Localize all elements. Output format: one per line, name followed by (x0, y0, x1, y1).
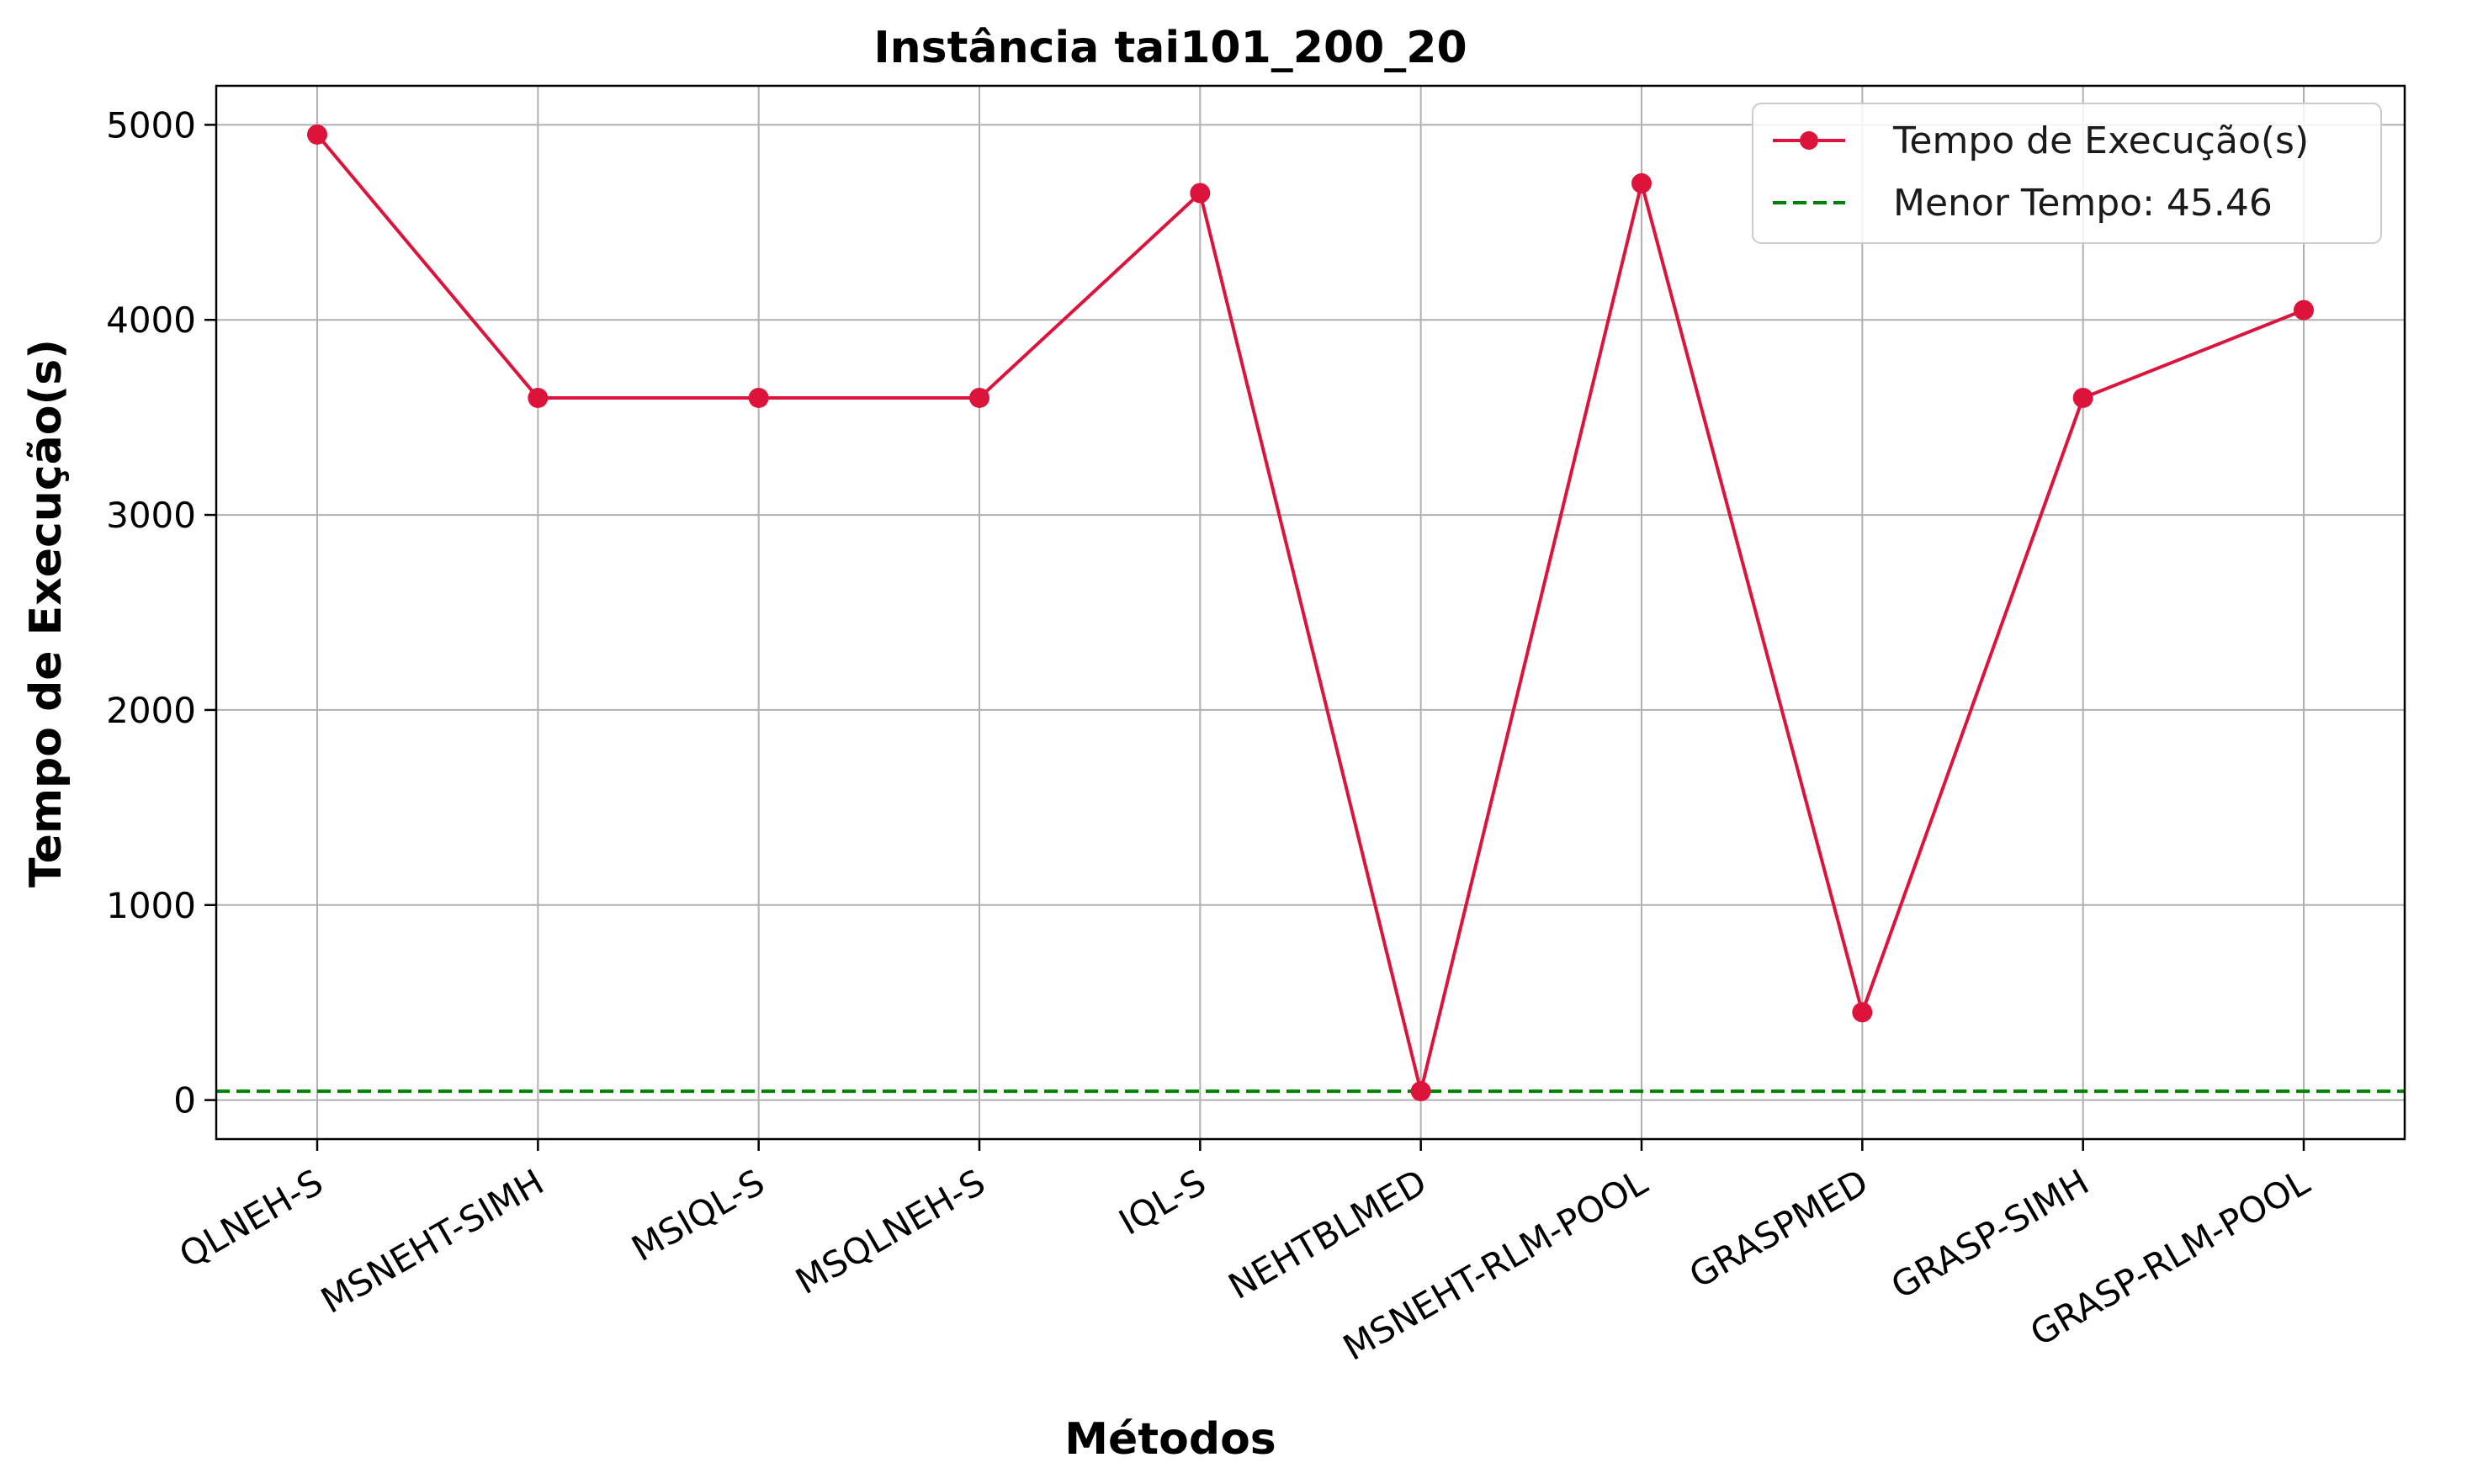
x-axis-label: Métodos (1064, 1414, 1276, 1465)
y-tick-label: 3000 (106, 495, 196, 536)
legend-frame (1752, 103, 2382, 244)
data-point (1190, 183, 1211, 204)
legend-reference-label: Menor Tempo: 45.46 (1893, 182, 2273, 225)
data-point (1631, 172, 1652, 193)
data-point (307, 124, 327, 145)
y-tick-label: 2000 (106, 690, 196, 731)
y-tick-label: 4000 (106, 299, 196, 341)
legend: Tempo de Execução(s) Menor Tempo: 45.46 (1752, 103, 2382, 244)
chart-title: Instância tai101_200_20 (873, 23, 1467, 73)
data-point (748, 387, 769, 408)
data-point (1410, 1081, 1431, 1102)
data-point (2072, 387, 2093, 408)
y-axis-ticks: 0 1000 2000 3000 4000 5000 (106, 104, 216, 1121)
y-tick-label: 0 (173, 1080, 196, 1121)
data-point (969, 387, 989, 408)
data-point (2294, 299, 2314, 321)
data-point (528, 387, 549, 408)
legend-series-label: Tempo de Execução(s) (1892, 119, 2309, 162)
series (307, 124, 2314, 1102)
grid (216, 86, 2405, 1139)
plot-frame (215, 84, 2406, 1141)
y-axis-label: Tempo de Execução(s) (21, 339, 72, 888)
data-point (1852, 1002, 1873, 1023)
legend-series-marker (1800, 131, 1818, 150)
y-tick-label: 1000 (106, 885, 196, 926)
y-tick-label: 5000 (106, 104, 196, 146)
series-line (316, 133, 2305, 1094)
